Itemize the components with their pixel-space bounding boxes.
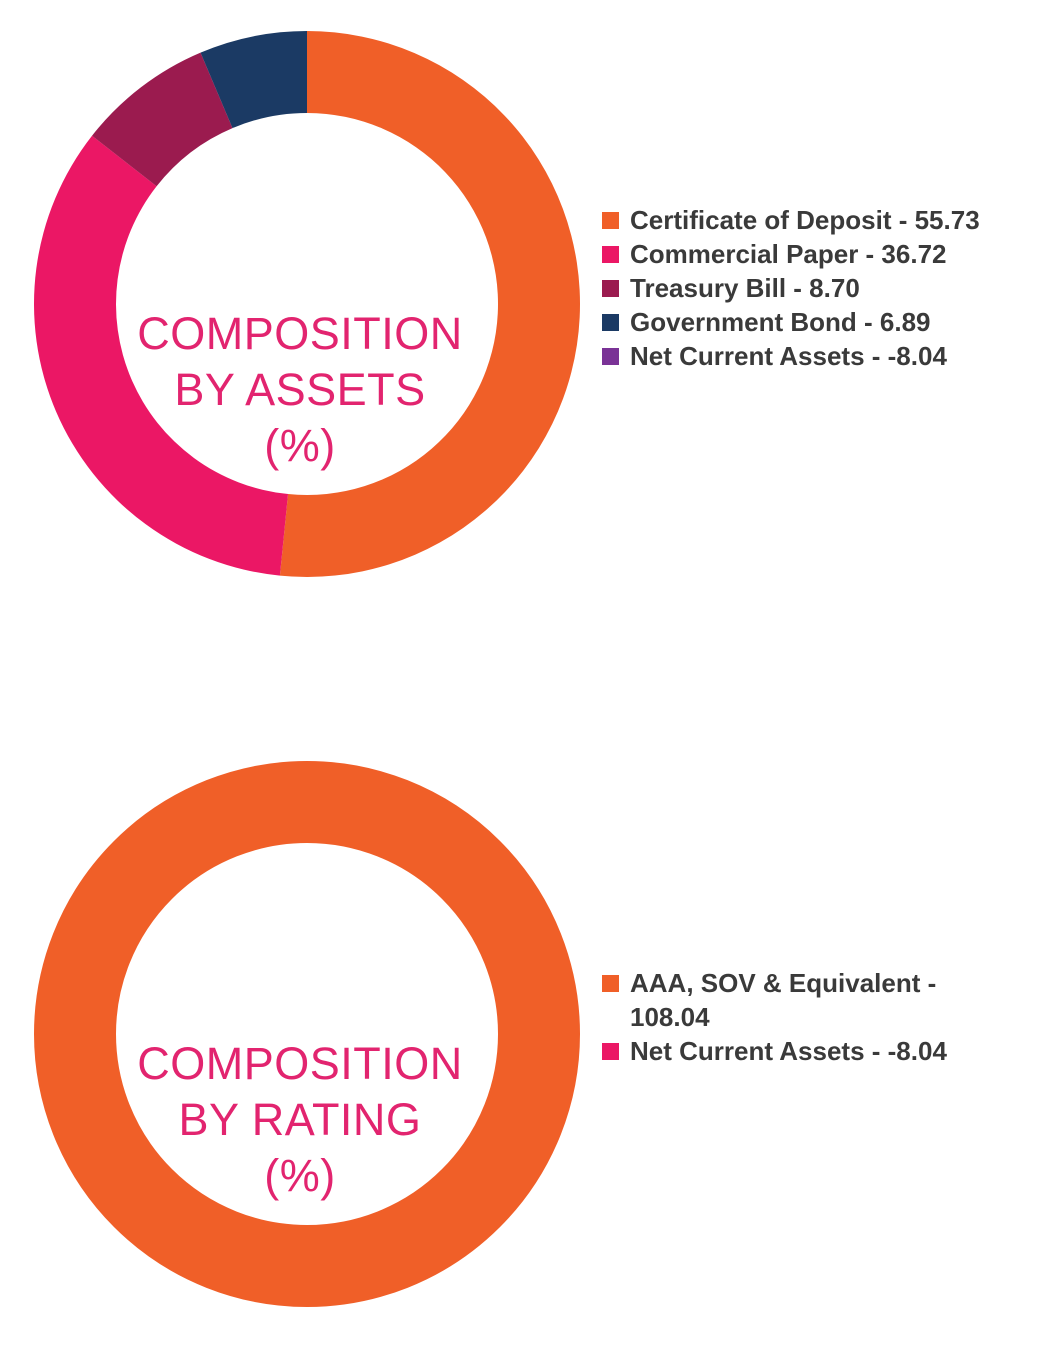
- legend-label: Net Current Assets - -8.04: [630, 1036, 947, 1066]
- legend-swatch: [602, 348, 619, 365]
- rating-title-line-3: (%): [264, 1150, 336, 1201]
- legend-swatch: [602, 975, 619, 992]
- rating-title-line-2: BY RATING: [178, 1094, 422, 1145]
- rating-chart-title: COMPOSITION BY RATING (%): [100, 1036, 500, 1204]
- legend-item: Treasury Bill - 8.70: [602, 271, 1022, 305]
- slice-commercial-paper: [33, 135, 289, 576]
- rating-donut: [34, 761, 580, 1307]
- legend-label: Net Current Assets - -8.04: [630, 341, 947, 371]
- rating-title-line-1: COMPOSITION: [137, 1038, 463, 1089]
- legend-label: AAA, SOV & Equivalent - 108.04: [630, 968, 937, 1032]
- rating-legend: AAA, SOV & Equivalent - 108.04 Net Curre…: [602, 966, 1022, 1068]
- assets-title-line-3: (%): [264, 420, 336, 471]
- assets-title-line-2: BY ASSETS: [174, 364, 426, 415]
- slice-aaa-sov-equivalent: [34, 761, 580, 1307]
- slice-certificate-of-deposit: [279, 31, 581, 577]
- assets-chart-title: COMPOSITION BY ASSETS (%): [100, 306, 500, 474]
- assets-composition-chart: COMPOSITION BY ASSETS (%) Certificate of…: [0, 0, 1044, 620]
- assets-legend: Certificate of Deposit - 55.73 Commercia…: [602, 203, 1022, 373]
- slice-treasury-bill: [92, 52, 233, 187]
- legend-item: Certificate of Deposit - 55.73: [602, 203, 1022, 237]
- legend-item: Government Bond - 6.89: [602, 305, 1022, 339]
- slice-government-bond: [200, 31, 307, 129]
- legend-label: Government Bond - 6.89: [630, 307, 931, 337]
- rating-composition-chart: COMPOSITION BY RATING (%) AAA, SOV & Equ…: [0, 700, 1044, 1347]
- legend-swatch: [602, 314, 619, 331]
- legend-label: Treasury Bill - 8.70: [630, 273, 860, 303]
- legend-swatch: [602, 1043, 619, 1060]
- legend-item: Net Current Assets - -8.04: [602, 1034, 1022, 1068]
- assets-title-line-1: COMPOSITION: [137, 308, 463, 359]
- assets-donut: [33, 31, 581, 577]
- legend-label: Certificate of Deposit - 55.73: [630, 205, 980, 235]
- legend-swatch: [602, 246, 619, 263]
- legend-label: Commercial Paper - 36.72: [630, 239, 947, 269]
- legend-swatch: [602, 212, 619, 229]
- legend-item: AAA, SOV & Equivalent - 108.04: [602, 966, 1022, 1034]
- legend-item: Net Current Assets - -8.04: [602, 339, 1022, 373]
- legend-swatch: [602, 280, 619, 297]
- legend-item: Commercial Paper - 36.72: [602, 237, 1022, 271]
